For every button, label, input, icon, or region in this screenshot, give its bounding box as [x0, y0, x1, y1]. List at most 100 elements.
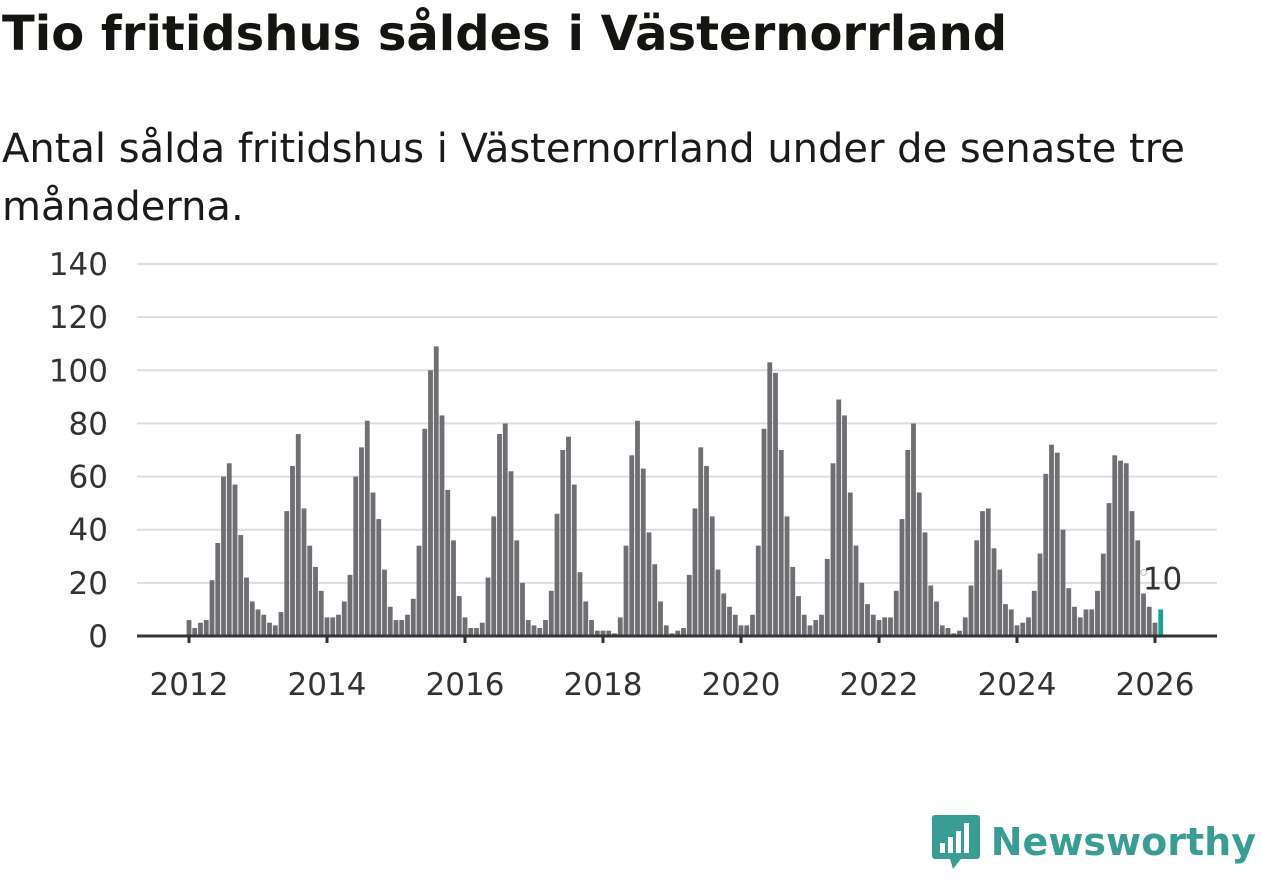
bar [830, 463, 836, 636]
bar [899, 519, 905, 636]
bar [295, 434, 301, 636]
bar [1003, 604, 1008, 636]
x-tick-label: 2026 [1116, 667, 1195, 703]
bar [824, 558, 830, 636]
bar [525, 620, 531, 636]
bar [474, 628, 479, 636]
annotation-label: 10 [1143, 561, 1182, 597]
bar [606, 630, 612, 636]
bar [876, 620, 882, 636]
bar [485, 577, 491, 636]
bar [704, 465, 709, 636]
bar [790, 566, 796, 636]
bar [773, 372, 778, 636]
bar [249, 601, 255, 636]
x-tick-label: 2022 [840, 667, 919, 703]
bar [727, 606, 732, 636]
bar [916, 492, 922, 636]
bar [686, 574, 692, 636]
bar [1054, 452, 1060, 636]
bar [422, 428, 428, 636]
bar [870, 614, 876, 636]
bar [600, 630, 606, 636]
bar [819, 614, 824, 636]
bar [451, 540, 456, 636]
bar [1135, 540, 1141, 636]
bar [1020, 622, 1026, 636]
bar [1123, 463, 1129, 636]
bar [1026, 617, 1031, 636]
bar [244, 577, 249, 636]
bar [410, 598, 416, 636]
bar [744, 625, 750, 636]
bar [629, 455, 635, 636]
bar [721, 593, 727, 636]
bar [238, 535, 244, 636]
bar [1118, 460, 1123, 636]
bar [813, 620, 819, 636]
y-tick-label: 60 [69, 460, 108, 496]
bar [859, 582, 865, 636]
bar [554, 513, 560, 636]
bar [796, 596, 801, 636]
bar [1031, 590, 1037, 636]
bar [428, 370, 433, 636]
bar [1049, 444, 1054, 636]
bar [514, 540, 520, 636]
bar [272, 625, 278, 636]
bar [566, 436, 571, 636]
bar [462, 617, 468, 636]
bar [232, 484, 238, 636]
bar [911, 423, 916, 636]
bar [318, 590, 324, 636]
bar [882, 617, 888, 636]
newsworthy-logo: Newsworthy [931, 813, 1256, 871]
bar [658, 601, 663, 636]
x-tick-label: 2024 [978, 667, 1057, 703]
bar [801, 614, 807, 636]
bar [520, 582, 525, 636]
bar [750, 614, 755, 636]
bar [393, 620, 399, 636]
bar [203, 620, 209, 636]
y-tick-label: 100 [49, 353, 108, 389]
bar [594, 630, 600, 636]
bar [934, 601, 939, 636]
bar [226, 463, 232, 636]
bar [698, 447, 704, 636]
bar [192, 628, 198, 636]
bar [635, 420, 640, 636]
bar [502, 423, 508, 636]
bar [922, 532, 928, 636]
bar [652, 564, 658, 636]
bar [267, 622, 272, 636]
bar [1100, 553, 1106, 636]
bar [186, 620, 192, 636]
y-tick-label: 0 [88, 619, 108, 655]
bar [807, 625, 813, 636]
bar [663, 625, 669, 636]
bar [548, 590, 554, 636]
bar [1008, 609, 1014, 636]
bar [968, 585, 974, 636]
bar-latest [1158, 609, 1164, 636]
bar [847, 492, 853, 636]
bar [261, 614, 267, 636]
y-tick-label: 40 [69, 513, 108, 549]
bar [456, 596, 462, 636]
bar [577, 572, 583, 636]
bar [531, 625, 537, 636]
bar [1112, 455, 1118, 636]
bar [405, 614, 410, 636]
bar [416, 545, 422, 636]
y-tick-label: 20 [69, 566, 108, 602]
bar [1072, 606, 1077, 636]
bar [905, 450, 911, 636]
bar [336, 614, 341, 636]
bar [842, 415, 847, 636]
bar [675, 630, 681, 636]
bar [353, 476, 359, 636]
bar [646, 532, 652, 636]
bar [301, 508, 307, 636]
